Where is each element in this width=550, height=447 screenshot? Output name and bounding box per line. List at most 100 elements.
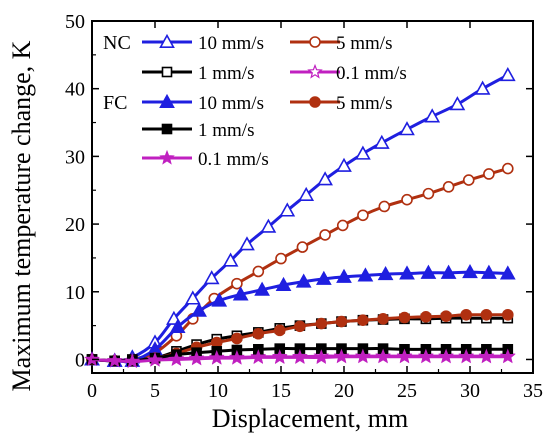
data-point [252, 265, 265, 278]
data-point [222, 252, 239, 267]
data-point [210, 336, 223, 349]
data-point [147, 351, 163, 367]
data-point [449, 96, 466, 111]
data-point [420, 264, 437, 279]
data-point [260, 218, 277, 233]
data-point [401, 193, 413, 206]
data-point [399, 121, 415, 136]
data-point [319, 229, 331, 241]
x-tick-label: 25 [397, 380, 417, 402]
data-point [275, 276, 292, 292]
data-point [460, 308, 473, 321]
legend-entry: 10 mm/s [142, 33, 264, 54]
data-point [231, 332, 243, 345]
data-point [355, 145, 371, 160]
series-fc-0-1-mm-s [84, 348, 516, 369]
legend-label: 1 mm/s [198, 120, 254, 141]
data-point [169, 318, 186, 333]
data-point [296, 241, 309, 253]
legend-label: 0.1 mm/s [198, 149, 269, 170]
data-point [317, 171, 333, 186]
data-point [396, 348, 413, 364]
data-point [191, 302, 207, 317]
data-point [357, 209, 369, 222]
data-point [462, 174, 475, 186]
legend-marker [161, 123, 173, 135]
data-point [254, 281, 270, 296]
data-point [440, 310, 452, 322]
legend-group-fc: FC [103, 92, 127, 114]
legend-label: 5 mm/s [336, 93, 392, 114]
data-point [462, 263, 478, 279]
legend-label: 0.1 mm/s [336, 63, 407, 84]
legend-label: 10 mm/s [198, 93, 264, 114]
data-point [377, 266, 394, 281]
data-point [458, 348, 474, 364]
data-point [483, 168, 495, 180]
data-point [499, 265, 516, 280]
data-point [420, 311, 432, 323]
data-point [250, 349, 267, 365]
x-tick-label: 30 [460, 380, 480, 402]
data-point [211, 292, 228, 307]
legend-entry: 5 mm/s [290, 33, 392, 54]
x-tick-label: 5 [150, 380, 160, 402]
data-point [168, 351, 185, 367]
data-point [377, 313, 389, 325]
data-point [442, 181, 455, 193]
data-point [336, 157, 352, 172]
legend: NC 10 mm/s 5 mm/s 1 mm/s 0.1 mm/s FC 10 mm/s 5 … [103, 32, 407, 170]
data-point [501, 162, 514, 175]
legend-entry: 5 mm/s [290, 93, 392, 114]
legend-marker [307, 63, 323, 79]
data-point [440, 264, 457, 279]
y-tick-label: 20 [65, 214, 85, 236]
legend-marker [159, 33, 175, 49]
data-point [422, 187, 435, 200]
data-point [252, 327, 265, 340]
data-point [373, 134, 390, 149]
data-point [378, 200, 391, 213]
data-point [438, 348, 454, 364]
data-point [229, 349, 245, 365]
data-point [239, 236, 255, 251]
legend-group-nc: NC [103, 32, 131, 54]
series-nc-5-mm-s [86, 162, 514, 367]
data-point [399, 265, 415, 280]
y-tick-label: 30 [65, 146, 85, 168]
data-point [336, 219, 349, 232]
legend-marker [309, 36, 321, 48]
legend-marker [161, 66, 173, 78]
data-point [295, 273, 312, 288]
legend-label: 5 mm/s [336, 33, 392, 54]
data-point [298, 186, 315, 201]
legend-entry: 10 mm/s [142, 93, 264, 114]
data-point [424, 108, 441, 123]
data-point [294, 320, 306, 333]
data-point [480, 308, 493, 321]
y-axis-title: Maximum temperature change, K [7, 40, 36, 391]
y-tick-label: 40 [65, 79, 85, 101]
legend-marker [309, 96, 321, 108]
x-tick-label: 0 [87, 380, 97, 402]
x-tick-label: 10 [208, 380, 228, 402]
data-point [335, 315, 348, 328]
axis-ticks: 0 5 10 15 20 25 30 35 0 10 20 30 40 50 [65, 11, 543, 402]
x-axis-title: Displacement, mm [212, 404, 408, 433]
legend-marker [159, 149, 175, 165]
x-tick-label: 20 [334, 380, 354, 402]
x-tick-label: 15 [271, 380, 291, 402]
data-point [333, 348, 350, 364]
data-point [209, 349, 225, 365]
data-point [313, 349, 330, 365]
data-point [500, 348, 516, 364]
data-point [203, 270, 220, 285]
data-point [474, 80, 491, 95]
data-point [357, 267, 374, 282]
data-point [501, 308, 514, 321]
data-point [184, 290, 201, 305]
data-point [398, 311, 411, 324]
legend-label: 1 mm/s [198, 63, 254, 84]
data-point [292, 349, 308, 365]
